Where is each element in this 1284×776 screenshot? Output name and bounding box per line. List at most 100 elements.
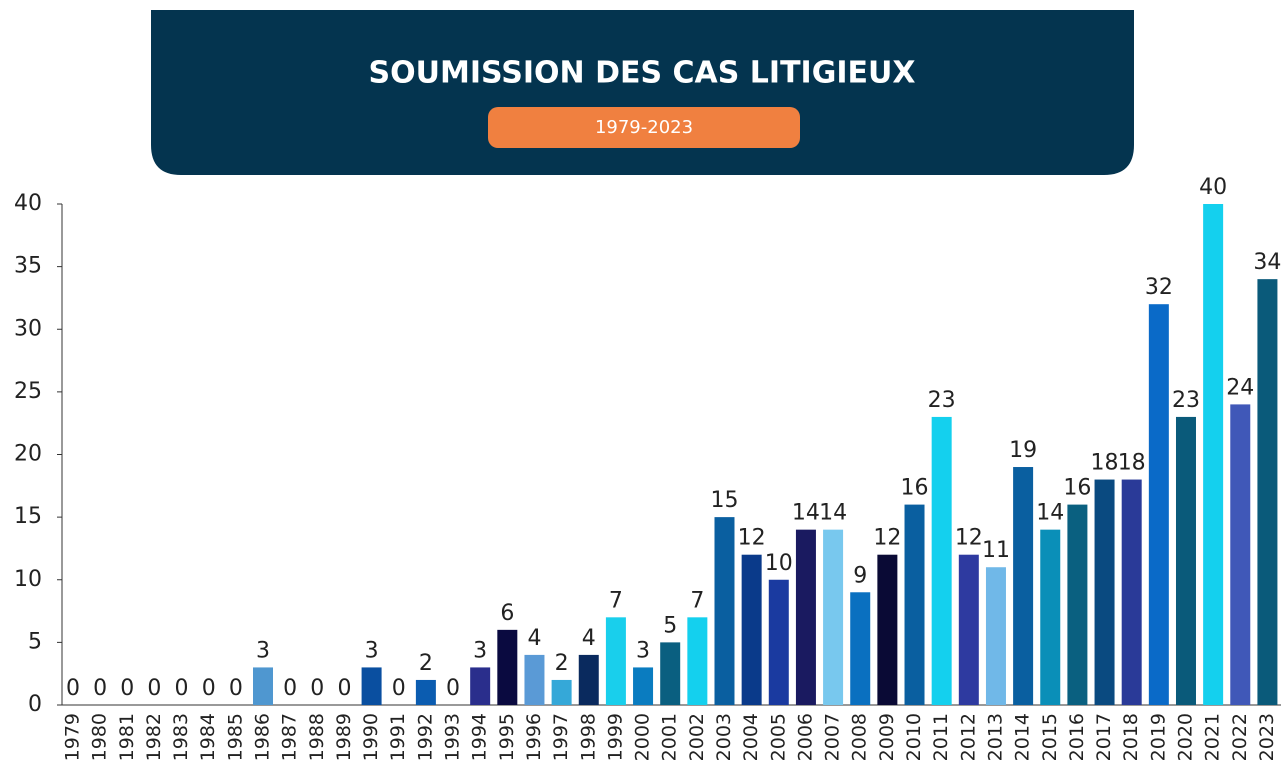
title-banner: [151, 10, 1134, 175]
x-tick-label: 1980: [89, 713, 111, 761]
x-tick-label: 2015: [1039, 713, 1061, 761]
bar: [877, 554, 898, 705]
x-tick-label: 2022: [1229, 713, 1251, 761]
y-tick-label: 5: [28, 629, 42, 654]
bar: [1040, 529, 1061, 705]
bar: [415, 679, 436, 705]
value-label: 18: [1118, 451, 1146, 476]
value-label: 14: [1036, 501, 1064, 526]
value-label: 4: [582, 626, 596, 651]
value-label: 0: [229, 676, 243, 701]
x-tick-label: 2004: [740, 713, 762, 761]
value-label: 0: [175, 676, 189, 701]
y-tick-label: 15: [14, 504, 42, 529]
x-tick-label: 2017: [1093, 713, 1115, 761]
value-label: 34: [1253, 250, 1281, 275]
value-label: 3: [473, 638, 487, 663]
x-tick-label: 2014: [1012, 713, 1034, 761]
x-tick-label: 1979: [61, 713, 83, 761]
y-tick-label: 10: [14, 567, 42, 592]
x-tick-label: 2002: [686, 713, 708, 761]
value-label: 15: [710, 488, 738, 513]
x-tick-label: 2023: [1256, 713, 1278, 761]
value-label: 32: [1145, 275, 1173, 300]
value-label: 10: [765, 551, 793, 576]
x-tick-label: 1983: [170, 713, 192, 761]
y-tick-label: 0: [28, 692, 42, 717]
x-tick-label: 1988: [306, 713, 328, 761]
x-tick-label: 1989: [333, 713, 355, 761]
x-tick-label: 1987: [279, 713, 301, 761]
x-tick-label: 2010: [903, 713, 925, 761]
x-tick-label: 1985: [224, 713, 246, 761]
value-label: 12: [955, 526, 983, 551]
value-label: 3: [365, 638, 379, 663]
value-label: 4: [527, 626, 541, 651]
bar: [985, 567, 1006, 705]
value-label: 5: [663, 613, 677, 638]
bar: [470, 667, 491, 705]
x-tick-label: 1998: [577, 713, 599, 761]
value-label: 7: [609, 588, 623, 613]
value-label: 23: [1172, 388, 1200, 413]
bar: [1175, 416, 1196, 705]
value-label: 0: [147, 676, 161, 701]
x-tick-label: 1997: [550, 713, 572, 761]
x-tick-label: 1981: [116, 713, 138, 761]
x-tick-label: 1994: [469, 713, 491, 761]
bar: [823, 529, 844, 705]
x-tick-label: 1984: [197, 713, 219, 761]
x-tick-label: 2019: [1147, 713, 1169, 761]
value-label: 18: [1091, 451, 1119, 476]
x-tick-label: 2003: [713, 713, 735, 761]
y-tick-label: 35: [14, 254, 42, 279]
value-label: 3: [636, 638, 650, 663]
value-label: 3: [256, 638, 270, 663]
bar: [904, 504, 925, 705]
value-label: 0: [446, 676, 460, 701]
bar: [497, 629, 518, 705]
x-tick-label: 1992: [414, 713, 436, 761]
x-tick-label: 1993: [442, 713, 464, 761]
x-tick-label: 1986: [252, 713, 274, 761]
bar: [958, 554, 979, 705]
bar: [1148, 304, 1169, 705]
x-tick-label: 2005: [767, 713, 789, 761]
value-label: 0: [337, 676, 351, 701]
value-label: 2: [419, 651, 433, 676]
x-tick-label: 1990: [360, 713, 382, 761]
bar: [1203, 204, 1224, 705]
value-label: 24: [1226, 375, 1254, 400]
x-tick-label: 2012: [957, 713, 979, 761]
value-label: 0: [120, 676, 134, 701]
x-tick-label: 1996: [523, 713, 545, 761]
value-label: 0: [310, 676, 324, 701]
bar: [633, 667, 654, 705]
value-label: 11: [982, 538, 1010, 563]
value-label: 0: [283, 676, 297, 701]
x-tick-label: 2001: [659, 713, 681, 761]
x-tick-label: 1982: [143, 713, 165, 761]
value-label: 0: [202, 676, 216, 701]
value-label: 7: [690, 588, 704, 613]
x-tick-label: 2013: [984, 713, 1006, 761]
bar: [1257, 279, 1278, 705]
value-label: 9: [853, 563, 867, 588]
x-tick-label: 2007: [822, 713, 844, 761]
bar: [714, 517, 735, 705]
value-label: 40: [1199, 175, 1227, 200]
x-tick-label: 2006: [794, 713, 816, 761]
bar: [768, 579, 789, 705]
y-tick-label: 40: [14, 191, 42, 216]
bar: [660, 642, 681, 705]
value-label: 16: [901, 476, 929, 501]
value-label: 14: [819, 501, 847, 526]
bar: [551, 679, 572, 705]
x-tick-label: 2009: [876, 713, 898, 761]
bar: [741, 554, 762, 705]
x-tick-label: 2020: [1174, 713, 1196, 761]
value-label: 12: [873, 526, 901, 551]
bar: [1230, 404, 1251, 705]
bar: [687, 617, 708, 705]
value-label: 16: [1063, 476, 1091, 501]
